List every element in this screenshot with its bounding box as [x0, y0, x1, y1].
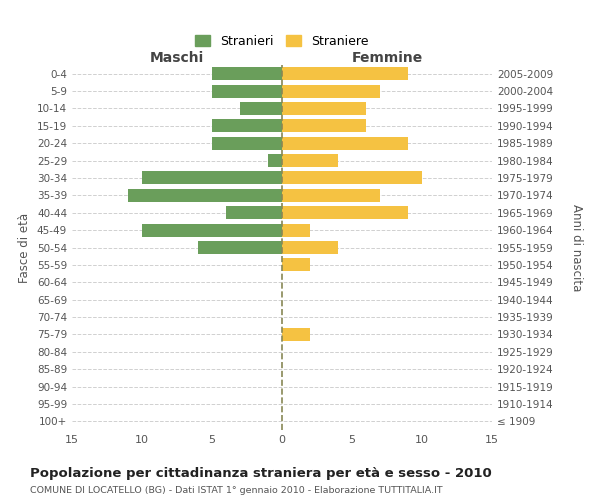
- Bar: [212, 120, 282, 132]
- Bar: [282, 136, 408, 149]
- Bar: [282, 258, 310, 272]
- Legend: Stranieri, Straniere: Stranieri, Straniere: [191, 31, 373, 52]
- Bar: [128, 189, 282, 202]
- Text: Femmine: Femmine: [352, 51, 422, 65]
- Bar: [282, 241, 338, 254]
- Bar: [282, 120, 366, 132]
- Bar: [212, 67, 282, 80]
- Bar: [282, 154, 338, 167]
- Bar: [212, 136, 282, 149]
- Bar: [142, 224, 282, 236]
- Bar: [240, 102, 282, 115]
- Text: Popolazione per cittadinanza straniera per età e sesso - 2010: Popolazione per cittadinanza straniera p…: [30, 468, 492, 480]
- Bar: [282, 102, 366, 115]
- Text: Maschi: Maschi: [150, 51, 204, 65]
- Bar: [282, 172, 422, 184]
- Y-axis label: Fasce di età: Fasce di età: [19, 212, 31, 282]
- Bar: [282, 328, 310, 341]
- Bar: [282, 206, 408, 220]
- Text: COMUNE DI LOCATELLO (BG) - Dati ISTAT 1° gennaio 2010 - Elaborazione TUTTITALIA.: COMUNE DI LOCATELLO (BG) - Dati ISTAT 1°…: [30, 486, 443, 495]
- Bar: [212, 84, 282, 98]
- Bar: [282, 189, 380, 202]
- Bar: [142, 172, 282, 184]
- Y-axis label: Anni di nascita: Anni di nascita: [570, 204, 583, 291]
- Bar: [282, 84, 380, 98]
- Bar: [268, 154, 282, 167]
- Bar: [282, 67, 408, 80]
- Bar: [198, 241, 282, 254]
- Bar: [282, 224, 310, 236]
- Bar: [226, 206, 282, 220]
